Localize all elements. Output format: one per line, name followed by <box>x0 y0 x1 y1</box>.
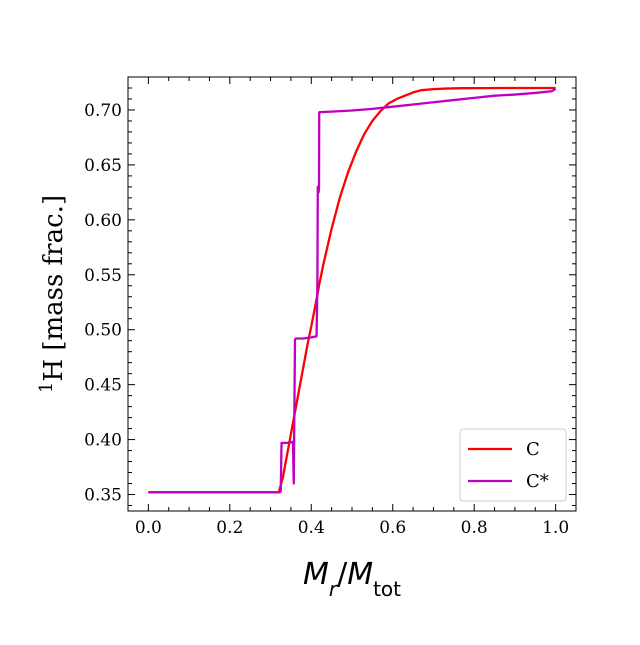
y-tick-label: 0.40 <box>84 431 122 451</box>
x-tick-label: 0.4 <box>298 518 325 538</box>
legend-label-c: C <box>526 439 540 460</box>
y-tick-label: 0.60 <box>84 211 122 231</box>
y-tick-label: 0.35 <box>84 486 122 506</box>
x-axis-label-mtot: M <box>347 557 373 592</box>
y-tick-label: 0.55 <box>84 266 122 286</box>
legend-box <box>459 428 567 502</box>
x-tick-label: 1.0 <box>542 518 569 538</box>
x-axis-label: Mr/Mtot <box>303 557 401 601</box>
legend: C C* <box>459 428 567 502</box>
x-axis-label-mr: M <box>303 557 329 592</box>
series-line-c-star <box>148 87 557 494</box>
x-tick-label: 0.8 <box>461 518 488 538</box>
x-axis-label-slash: / <box>337 557 348 592</box>
plot-series-group <box>148 86 557 494</box>
y-tick-label: 0.65 <box>84 156 122 176</box>
y-tick-label: 0.45 <box>84 376 122 396</box>
series-line-c <box>148 86 556 494</box>
axis-ticks-group <box>127 77 577 511</box>
x-axis-label-r-sub: r <box>329 577 339 601</box>
y-axis-label-superscript: 1 <box>36 382 57 393</box>
y-axis-label: 1H [mass frac.] <box>36 195 70 393</box>
y-axis-label-main: H [mass frac.] <box>39 195 69 382</box>
legend-label-c-star: C* <box>526 471 549 492</box>
x-axis-label-tot-sub: tot <box>373 577 401 601</box>
x-tick-label: 0.6 <box>379 518 406 538</box>
y-tick-label: 0.50 <box>84 321 122 341</box>
axis-tick-labels-group: 0.0 0.2 0.4 0.6 0.8 1.0 0.35 0.40 0.45 0.50 0.55 0.… <box>84 101 569 538</box>
x-tick-label: 0.0 <box>135 518 162 538</box>
y-tick-label: 0.70 <box>84 101 122 121</box>
x-tick-label: 0.2 <box>216 518 243 538</box>
legend-entries: C C* <box>468 439 549 492</box>
